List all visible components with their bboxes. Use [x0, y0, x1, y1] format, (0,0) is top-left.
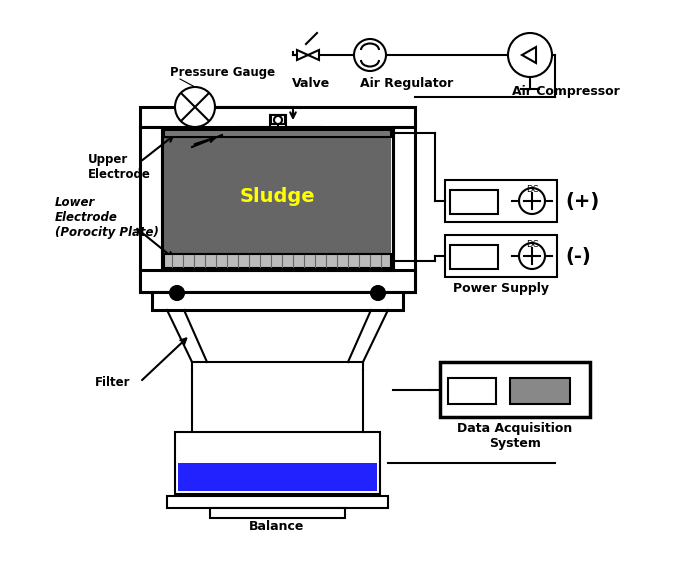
Bar [164, 254, 391, 268]
Bar [236, 127, 321, 162]
Bar [510, 378, 570, 404]
Bar [210, 508, 345, 518]
Bar [440, 362, 590, 417]
Text: DC: DC [526, 185, 538, 194]
Bar [270, 115, 286, 127]
Text: Lower
Electrode
(Porocity Plate): Lower Electrode (Porocity Plate) [55, 195, 159, 238]
Text: Sludge: Sludge [239, 187, 315, 205]
Bar [140, 127, 162, 292]
Circle shape [274, 116, 282, 124]
Bar [167, 496, 388, 508]
Bar [140, 107, 415, 127]
Circle shape [170, 286, 184, 300]
Text: Filter: Filter [95, 376, 131, 389]
Text: Upper
Electrode: Upper Electrode [88, 153, 151, 181]
Bar [178, 463, 377, 491]
Text: Air Regulator: Air Regulator [360, 77, 453, 90]
Polygon shape [308, 50, 319, 60]
Text: DC: DC [526, 240, 538, 249]
Circle shape [519, 188, 545, 214]
Circle shape [508, 33, 552, 77]
Circle shape [354, 39, 386, 71]
Text: (-): (-) [565, 247, 590, 265]
Bar [393, 127, 415, 292]
Circle shape [519, 243, 545, 269]
Bar [448, 378, 496, 404]
Bar [175, 432, 380, 494]
Bar [164, 128, 391, 137]
Bar [152, 292, 403, 310]
Text: Power Supply: Power Supply [453, 282, 549, 295]
Bar [162, 129, 393, 270]
Bar [140, 270, 415, 292]
Text: Air Compressor: Air Compressor [512, 85, 620, 98]
Bar [271, 115, 285, 124]
Text: (+): (+) [565, 191, 599, 211]
Text: Valve: Valve [292, 77, 330, 90]
Bar [450, 190, 498, 214]
Text: Data Acquisition
System: Data Acquisition System [458, 422, 573, 450]
Text: Pressure Gauge: Pressure Gauge [170, 66, 275, 79]
Text: Balance: Balance [249, 520, 305, 533]
Bar [164, 137, 391, 254]
Polygon shape [297, 50, 308, 60]
Bar [445, 235, 557, 277]
Bar [450, 245, 498, 269]
Circle shape [371, 286, 385, 300]
Bar [445, 180, 557, 222]
Circle shape [175, 87, 215, 127]
